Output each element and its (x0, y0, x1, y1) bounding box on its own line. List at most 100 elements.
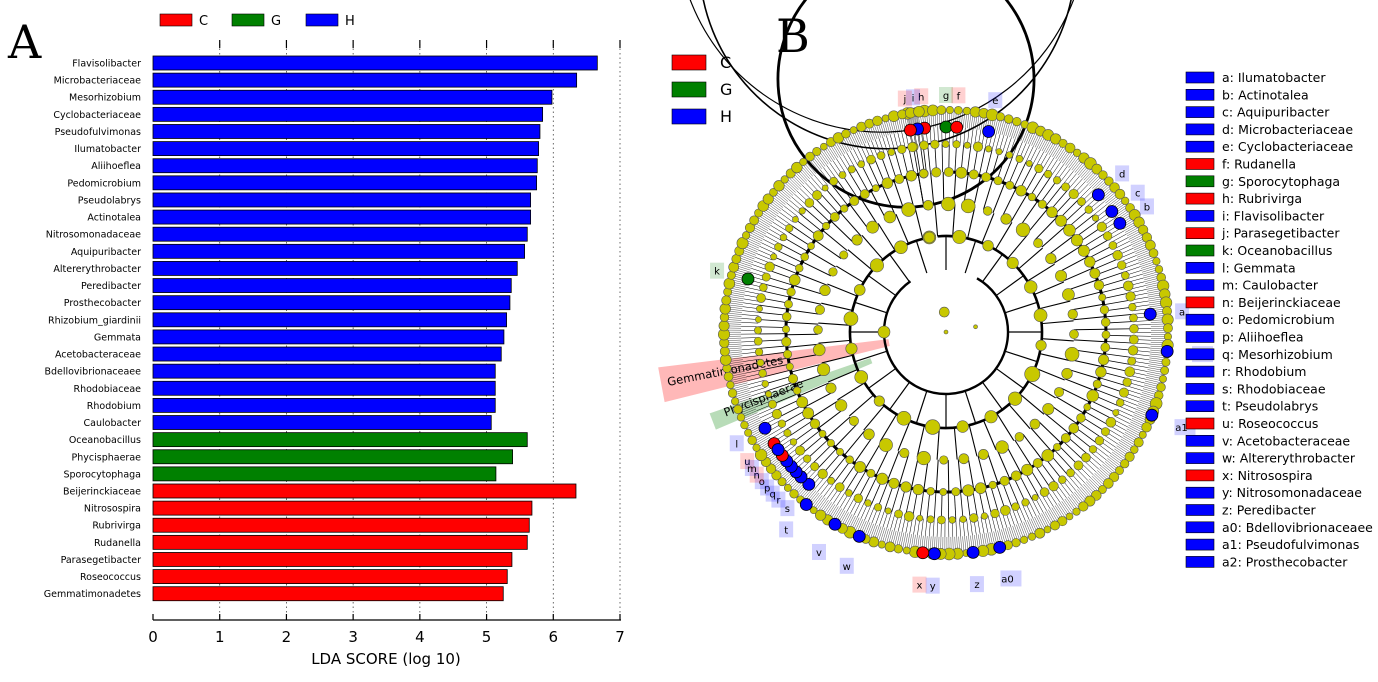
clade-branch (842, 174, 859, 199)
legend-label-g: G (271, 14, 281, 29)
clade-node (759, 283, 768, 292)
clade-branch (834, 423, 858, 448)
clade-branch (1047, 235, 1075, 256)
clade-branch (1045, 184, 1064, 207)
clade-node (969, 513, 979, 523)
clade-legend-swatch (1185, 556, 1215, 568)
clade-node (749, 215, 759, 226)
clade-node (754, 448, 768, 462)
clade-branch (1039, 300, 1071, 310)
clade-node (783, 429, 792, 438)
clade-node (821, 184, 829, 192)
clade-node (792, 216, 799, 223)
clade-node (888, 477, 900, 489)
clade-branch (987, 515, 993, 532)
x-tick-label: 2 (282, 628, 292, 646)
clade-branch (919, 490, 925, 519)
clade-node (1141, 422, 1152, 433)
clade-legend-swatch (1185, 175, 1215, 188)
clade-node (901, 202, 916, 217)
clade-branch (814, 239, 842, 259)
clade-legend-swatch (1185, 434, 1215, 447)
clade-branch (823, 482, 835, 497)
clade-node (894, 240, 908, 254)
clade-branch (933, 491, 937, 520)
clade-node (938, 306, 950, 318)
clade-branch (917, 174, 925, 207)
clade-branch (897, 420, 911, 451)
clade-node (974, 482, 987, 494)
clade-branch (1071, 303, 1104, 311)
clade-node (799, 157, 808, 166)
clade-branch (1021, 503, 1030, 520)
clade-node (958, 453, 970, 465)
clade-branch (886, 511, 892, 529)
bar-flavisolibacter (152, 55, 598, 71)
clade-branch (827, 144, 837, 159)
clade-marker-band-q (765, 485, 780, 502)
clade-node (1033, 238, 1043, 248)
clade-marker-band-u (740, 453, 755, 470)
clade-branch (1044, 157, 1055, 173)
clade-branch (968, 425, 978, 457)
clade-node (1161, 357, 1171, 367)
clade-marker-band-a0 (1000, 570, 1022, 587)
clade-node (742, 231, 751, 240)
bar-pedomicrobium (152, 175, 538, 191)
clade-node (1101, 330, 1111, 340)
clade-branch (746, 421, 762, 430)
clade-marker-j (904, 123, 917, 137)
clade-legend-label: z: Peredibacter (1222, 503, 1317, 518)
clade-branch (1124, 266, 1141, 273)
clade-marker-g (939, 120, 953, 134)
clade-marker-band-a (1175, 303, 1190, 320)
clade-marker-label-y: y (930, 582, 936, 593)
clade-branch (913, 517, 917, 535)
clade-branch (910, 456, 919, 489)
clade-branch (1121, 437, 1137, 447)
clade-branch (980, 516, 985, 534)
clade-node (869, 258, 884, 273)
clade-node (1117, 260, 1127, 270)
clade-branch (1005, 444, 1022, 474)
clade-node (930, 139, 940, 149)
legend-swatch-c (159, 13, 193, 27)
clade-branch (1011, 507, 1019, 524)
category-label: Pedomicrobium (67, 178, 141, 189)
category-label: Roseococcus (80, 572, 141, 583)
group-legend-swatch-g (671, 81, 707, 98)
clade-node (1115, 466, 1124, 475)
clade-node (955, 166, 968, 179)
category-label: Rhizobium_giardinii (48, 315, 141, 326)
clade-branch (1101, 437, 1116, 448)
clade-node (767, 399, 777, 409)
clade-branch (1133, 320, 1151, 322)
clade-branch (1006, 527, 1013, 545)
clade-marker-label-j: j (902, 95, 906, 106)
clade-branch (970, 128, 974, 146)
clade-branch (1117, 443, 1133, 454)
clade-branch (890, 512, 896, 530)
clade-branch (915, 146, 921, 175)
clade-branch (1104, 306, 1133, 312)
clade-branch (769, 387, 797, 398)
clade-node (1031, 494, 1039, 501)
cladogram-tree: GemmatimonadetesPhycisphaeraeehgfdcbaa2a… (658, 0, 1214, 594)
clade-branch (739, 406, 756, 414)
clade-node (723, 277, 736, 290)
clade-branch (878, 138, 885, 155)
clade-node (1052, 176, 1062, 185)
clade-legend-swatch (1185, 89, 1215, 101)
clade-branch (794, 373, 826, 385)
clade-node (812, 343, 826, 357)
clade-node (1128, 303, 1137, 312)
clade-branch (1067, 475, 1080, 489)
clade-marker-k (741, 272, 755, 286)
clade-branch (736, 399, 753, 406)
clade-node (777, 477, 787, 487)
clade-branch (767, 381, 795, 392)
clade-node (1050, 520, 1060, 531)
clade-node (1064, 142, 1076, 154)
clade-branch (1025, 146, 1034, 162)
